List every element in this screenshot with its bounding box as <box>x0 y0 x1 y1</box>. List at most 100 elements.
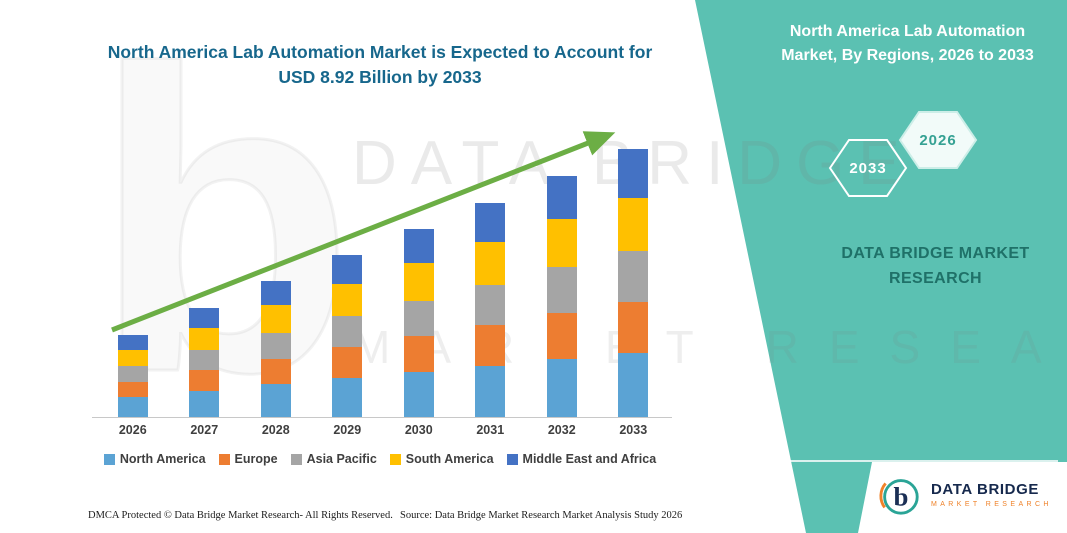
legend-item: Europe <box>218 452 278 466</box>
bar-segment <box>475 284 506 326</box>
legend-label: Europe <box>234 452 278 466</box>
source-note: Source: Data Bridge Market Research Mark… <box>400 510 683 521</box>
bar-column: 2028 <box>240 98 312 443</box>
bar-column: 2030 <box>383 98 455 443</box>
data-bridge-logo-icon: b <box>879 479 919 515</box>
trend-arrow-icon <box>111 131 616 333</box>
x-tick-label: 2028 <box>261 423 290 437</box>
bar-segment <box>403 229 434 264</box>
bar-segment <box>618 251 649 303</box>
bar-segment <box>332 254 363 284</box>
bar-segment <box>260 384 291 417</box>
chart-legend: North America Europe Asia Pacific South Ame… <box>85 452 675 466</box>
x-axis-line <box>92 417 672 418</box>
legend-swatch <box>389 453 401 465</box>
bar-segment <box>618 352 649 417</box>
bar-segment <box>475 325 506 366</box>
hexagon-2026-label: 2026 <box>919 132 956 149</box>
legend-swatch <box>290 453 302 465</box>
panel-brand-wordmark: DATA BRIDGE MARKET RESEARCH <box>828 242 1043 292</box>
hexagon-2033 <box>828 139 908 197</box>
panel-brand-line1: DATA BRIDGE MARKET <box>841 245 1030 262</box>
panel-heading: North America Lab Automation Market, By … <box>781 23 1034 64</box>
stacked-bar <box>546 175 577 417</box>
legend-item: Middle East and Africa <box>506 452 657 466</box>
legend-item: North America <box>103 452 206 466</box>
bar-segment <box>403 300 434 337</box>
data-bridge-logo: b DATA BRIDGE MARKET RESEARCH <box>876 471 1052 517</box>
bar-segment <box>403 372 434 417</box>
bar-segment <box>189 370 220 391</box>
bar-segment <box>189 327 220 350</box>
legend-swatch <box>506 453 518 465</box>
bar-segment <box>189 390 220 417</box>
bar-segment <box>332 347 363 378</box>
bar-segment <box>117 381 148 398</box>
hexagon-2026 <box>898 111 978 169</box>
legend-label: North America <box>119 452 206 466</box>
bar-column: 2031 <box>455 98 527 443</box>
chart-title: North America Lab Automation Market is E… <box>107 42 653 88</box>
bar-segment <box>332 378 363 417</box>
stacked-bar <box>260 280 291 417</box>
bar-column: 2033 <box>598 98 670 443</box>
bar-column: 2032 <box>526 98 598 443</box>
x-tick-label: 2033 <box>619 423 648 437</box>
bar-segment <box>546 267 577 314</box>
bar-segment <box>117 397 148 417</box>
logo-subtitle: MARKET RESEARCH <box>931 500 1052 508</box>
bar-segment <box>117 349 148 367</box>
bar-segment <box>546 313 577 360</box>
bar-segment <box>260 358 291 385</box>
hexagon-2033-label: 2033 <box>849 160 886 177</box>
bar-column: 2029 <box>312 98 384 443</box>
logo-text: DATA BRIDGE MARKET RESEARCH <box>931 481 1052 508</box>
x-tick-label: 2032 <box>547 423 576 437</box>
bar-segment <box>475 203 506 242</box>
legend-label: South America <box>405 452 494 466</box>
x-tick-label: 2026 <box>118 423 147 437</box>
x-tick-label: 2031 <box>476 423 505 437</box>
logo-title: DATA BRIDGE <box>931 480 1039 498</box>
legend-swatch <box>103 453 115 465</box>
bar-segment <box>260 332 291 359</box>
bar-segment <box>189 349 220 371</box>
bar-segment <box>475 241 506 285</box>
bar-segment <box>618 149 649 199</box>
legend-item: South America <box>389 452 494 466</box>
stacked-bar <box>403 229 434 417</box>
bar-segment <box>618 302 649 353</box>
bar-chart-plot-area: 2026 2027 2028 2029 2030 2031 2032 2033 <box>97 98 669 443</box>
legend-label: Middle East and Africa <box>522 452 657 466</box>
stacked-bar <box>117 334 148 417</box>
bar-segment <box>117 366 148 382</box>
bar-segment <box>260 305 291 333</box>
bar-segment <box>546 359 577 417</box>
stacked-bar <box>332 254 363 417</box>
bar-segment <box>546 219 577 268</box>
panel-divider-line <box>772 460 1058 462</box>
legend-swatch <box>218 453 230 465</box>
panel-brand-line2: RESEARCH <box>889 269 982 287</box>
bar-segment <box>332 316 363 348</box>
x-tick-label: 2029 <box>333 423 362 437</box>
bar-segment <box>117 334 148 350</box>
stacked-bar <box>475 203 506 417</box>
dmca-notice: DMCA Protected © Data Bridge Market Rese… <box>88 510 393 521</box>
bar-segment <box>403 263 434 301</box>
year-hexagons: 2033 2026 <box>828 111 978 197</box>
bar-segment <box>618 198 649 252</box>
stacked-bar <box>189 308 220 417</box>
legend-item: Asia Pacific <box>290 452 377 466</box>
bar-column: 2027 <box>169 98 241 443</box>
bar-column: 2026 <box>97 98 169 443</box>
watermark-market-research: MARKET RESEARCH <box>352 321 1067 373</box>
stacked-bar <box>618 149 649 417</box>
bar-segment <box>332 283 363 317</box>
bar-segment <box>260 280 291 306</box>
legend-label: Asia Pacific <box>306 452 377 466</box>
bar-segment <box>546 175 577 220</box>
logo-b-glyph: b <box>893 482 908 512</box>
bar-segment <box>403 336 434 372</box>
